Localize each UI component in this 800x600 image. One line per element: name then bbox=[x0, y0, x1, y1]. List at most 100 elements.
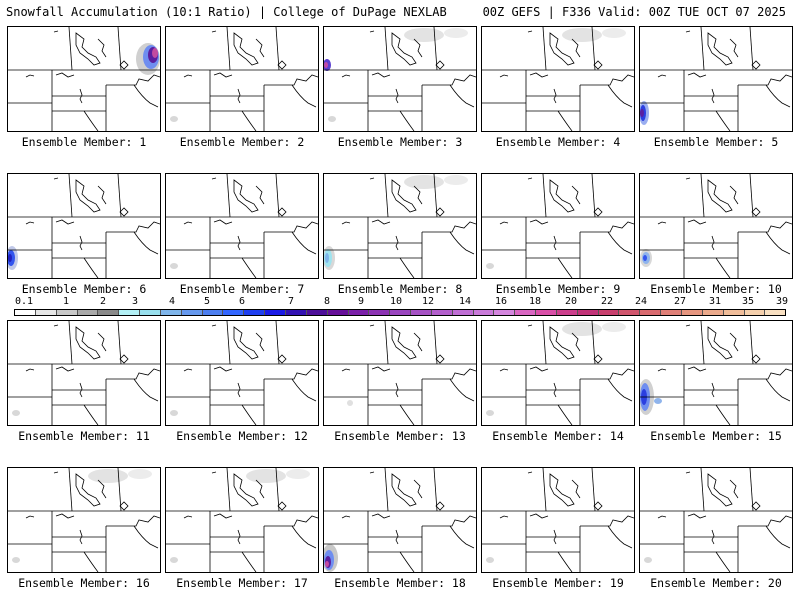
legend-color-swatch bbox=[202, 310, 224, 315]
legend-color-bar bbox=[14, 309, 786, 316]
legend-color-swatch bbox=[119, 310, 141, 315]
legend-color-swatch bbox=[390, 310, 412, 315]
legend-tick-label: 14 bbox=[458, 296, 472, 307]
ensemble-member-label: Ensemble Member: 8 bbox=[337, 282, 463, 296]
ensemble-map-panel bbox=[639, 173, 793, 279]
legend-color-swatch bbox=[640, 310, 662, 315]
snowfall-map bbox=[640, 468, 792, 572]
legend-color-swatch bbox=[765, 310, 786, 315]
ensemble-map-panel bbox=[639, 320, 793, 426]
snowfall-map bbox=[324, 321, 476, 425]
ensemble-map-panel bbox=[481, 26, 635, 132]
ensemble-map-panel bbox=[639, 467, 793, 573]
ensemble-map-panel bbox=[639, 26, 793, 132]
color-legend: 0.1 1 2 3 4 5 6 7 8 9 10 12 14 16 18 20 22 24 27 31 35 39 bbox=[14, 296, 789, 318]
ensemble-member-label: Ensemble Member: 1 bbox=[21, 135, 147, 149]
legend-tick-label: 6 bbox=[238, 296, 246, 307]
ensemble-member-label: Ensemble Member: 19 bbox=[492, 576, 624, 590]
ensemble-map-panel bbox=[7, 173, 161, 279]
legend-color-swatch bbox=[223, 310, 245, 315]
legend-color-swatch bbox=[452, 310, 474, 315]
ensemble-member-label: Ensemble Member: 6 bbox=[21, 282, 147, 296]
legend-tick-label: 31 bbox=[708, 296, 722, 307]
legend-color-swatch bbox=[265, 310, 286, 315]
legend-color-swatch bbox=[577, 310, 599, 315]
legend-tick-label: 16 bbox=[494, 296, 508, 307]
legend-tick-label: 10 bbox=[389, 296, 403, 307]
legend-color-swatch bbox=[411, 310, 432, 315]
legend-tick-label: 20 bbox=[564, 296, 578, 307]
legend-color-swatch bbox=[98, 310, 120, 315]
legend-color-swatch bbox=[702, 310, 724, 315]
snowfall-map bbox=[166, 174, 318, 278]
ensemble-map-panel bbox=[165, 467, 319, 573]
snowfall-map bbox=[324, 27, 476, 131]
ensemble-map-panel bbox=[481, 173, 635, 279]
legend-color-swatch bbox=[431, 310, 453, 315]
snowfall-map bbox=[482, 321, 634, 425]
snowfall-map bbox=[8, 27, 160, 131]
snowfall-map bbox=[166, 321, 318, 425]
ensemble-member-label: Ensemble Member: 7 bbox=[179, 282, 305, 296]
legend-color-swatch bbox=[160, 310, 182, 315]
legend-color-swatch bbox=[515, 310, 537, 315]
snowfall-map bbox=[640, 27, 792, 131]
legend-tick-label: 24 bbox=[634, 296, 648, 307]
ensemble-map-panel bbox=[165, 26, 319, 132]
ensemble-member-label: Ensemble Member: 15 bbox=[650, 429, 782, 443]
ensemble-member-label: Ensemble Member: 16 bbox=[18, 576, 150, 590]
snowfall-map bbox=[8, 321, 160, 425]
legend-tick-label: 3 bbox=[131, 296, 139, 307]
ensemble-member-label: Ensemble Member: 12 bbox=[176, 429, 308, 443]
ensemble-member-label: Ensemble Member: 5 bbox=[653, 135, 779, 149]
ensemble-map-panel bbox=[165, 173, 319, 279]
snowfall-map bbox=[8, 174, 160, 278]
ensemble-map-panel bbox=[7, 320, 161, 426]
run-valid-time: 00Z GEFS | F336 Valid: 00Z TUE OCT 07 20… bbox=[482, 5, 786, 19]
snowfall-map bbox=[640, 321, 792, 425]
legend-color-swatch bbox=[598, 310, 620, 315]
ensemble-member-label: Ensemble Member: 14 bbox=[492, 429, 624, 443]
legend-color-swatch bbox=[306, 310, 328, 315]
legend-tick-label: 1 bbox=[62, 296, 70, 307]
ensemble-member-label: Ensemble Member: 3 bbox=[337, 135, 463, 149]
legend-color-swatch bbox=[56, 310, 78, 315]
ensemble-member-label: Ensemble Member: 17 bbox=[176, 576, 308, 590]
legend-color-swatch bbox=[723, 310, 745, 315]
map-title: Snowfall Accumulation (10:1 Ratio) | Col… bbox=[6, 5, 447, 19]
legend-color-swatch bbox=[473, 310, 495, 315]
legend-tick-label: 27 bbox=[673, 296, 687, 307]
ensemble-map-panel bbox=[7, 467, 161, 573]
legend-tick-label: 35 bbox=[741, 296, 755, 307]
legend-color-swatch bbox=[348, 310, 370, 315]
legend-color-swatch bbox=[556, 310, 578, 315]
legend-color-swatch bbox=[285, 310, 307, 315]
legend-tick-label: 18 bbox=[528, 296, 542, 307]
legend-color-swatch bbox=[682, 310, 703, 315]
legend-tick-label: 4 bbox=[168, 296, 176, 307]
snowfall-map bbox=[166, 468, 318, 572]
ensemble-member-label: Ensemble Member: 11 bbox=[18, 429, 150, 443]
legend-color-swatch bbox=[35, 310, 57, 315]
legend-color-swatch bbox=[77, 310, 99, 315]
legend-color-swatch bbox=[536, 310, 557, 315]
legend-color-swatch bbox=[744, 310, 766, 315]
ensemble-map-panel bbox=[481, 320, 635, 426]
ensemble-map-panel bbox=[323, 26, 477, 132]
legend-tick-label: 7 bbox=[287, 296, 295, 307]
snowfall-map bbox=[324, 174, 476, 278]
ensemble-map-panel bbox=[323, 467, 477, 573]
ensemble-map-panel bbox=[481, 467, 635, 573]
ensemble-member-label: Ensemble Member: 18 bbox=[334, 576, 466, 590]
ensemble-member-label: Ensemble Member: 10 bbox=[650, 282, 782, 296]
legend-tick-label: 39 bbox=[775, 296, 789, 307]
legend-tick-label: 5 bbox=[203, 296, 211, 307]
legend-color-swatch bbox=[15, 310, 36, 315]
legend-color-swatch bbox=[619, 310, 641, 315]
ensemble-member-label: Ensemble Member: 4 bbox=[495, 135, 621, 149]
legend-tick-labels: 0.1 1 2 3 4 5 6 7 8 9 10 12 14 16 18 20 22 24 27 31 35 39 bbox=[14, 296, 789, 308]
ensemble-map-panel bbox=[165, 320, 319, 426]
legend-tick-label: 0.1 bbox=[14, 296, 34, 307]
ensemble-map-panel bbox=[323, 173, 477, 279]
snowfall-map bbox=[640, 174, 792, 278]
